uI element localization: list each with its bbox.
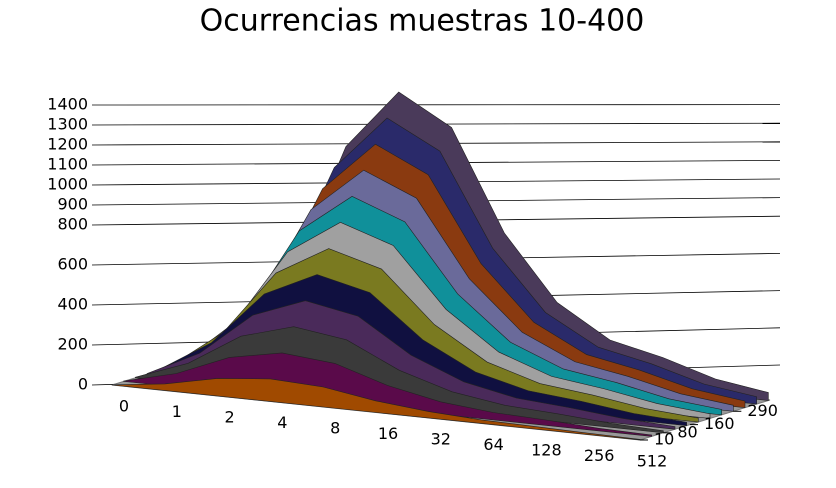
x-tick-label: 0 [119, 397, 129, 416]
x-tick-label: 4 [277, 413, 287, 432]
x-tick-label: 32 [431, 430, 451, 449]
y-tick-label: 1200 [47, 135, 88, 154]
x-tick-label: 512 [637, 452, 668, 471]
z-tick-label: 290 [747, 401, 778, 420]
x-tick-label: 128 [531, 441, 562, 460]
x-tick-label: 64 [483, 435, 503, 454]
chart-title: Ocurrencias muestras 10-400 [200, 4, 645, 39]
y-tick-label: 1300 [47, 115, 88, 134]
y-tick-label: 1400 [47, 95, 88, 114]
y-tick-label: 200 [57, 335, 88, 354]
x-tick-label: 16 [378, 424, 398, 443]
z-tick-label: 80 [677, 422, 697, 441]
z-tick-label: 10 [654, 430, 674, 449]
x-tick-label: 256 [584, 446, 615, 465]
y-tick-label: 900 [57, 195, 88, 214]
y-tick-label: 0 [78, 375, 88, 394]
x-tick-label: 2 [225, 408, 235, 427]
y-tick-label: 800 [57, 215, 88, 234]
y-tick-label: 1100 [47, 155, 88, 174]
x-tick-label: 1 [172, 402, 182, 421]
area-series [111, 378, 641, 441]
area-series [135, 326, 664, 434]
z-tick-label: 160 [704, 414, 735, 433]
y-tick-label: 1000 [47, 175, 88, 194]
y-tick-label: 600 [57, 255, 88, 274]
y-tick-label: 400 [57, 295, 88, 314]
area-series [123, 352, 652, 437]
x-tick-label: 8 [330, 419, 340, 438]
